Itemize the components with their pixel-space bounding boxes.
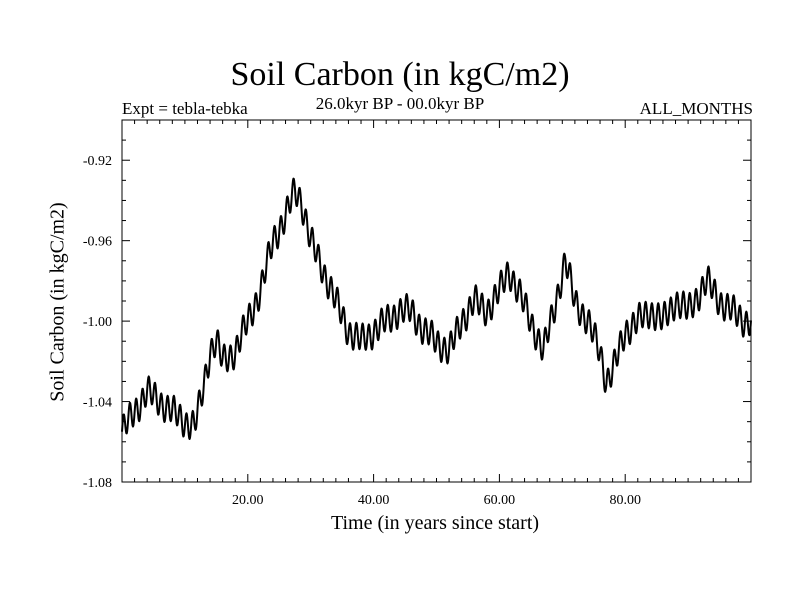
series-line — [121, 177, 752, 440]
y-tick-label: -1.00 — [83, 315, 112, 330]
y-tick-label: -0.96 — [83, 235, 112, 250]
months-label: ALL_MONTHS — [639, 99, 753, 118]
x-axis-label: Time (in years since start) — [330, 512, 540, 534]
x-tick-label: 60.00 — [484, 493, 516, 508]
time-range-label: 26.0kyr BP - 00.0kyr BP — [315, 94, 485, 113]
y-tick-label: -1.04 — [83, 396, 112, 411]
ticks-group — [121, 119, 752, 483]
y-tick-label: -0.92 — [83, 154, 112, 169]
x-tick-label: 20.00 — [232, 493, 264, 508]
tick-labels-group: 20.00 40.00 60.00 80.00 -1.08 -1.04 -1.00 -0.96… — [83, 154, 641, 508]
x-tick-label: 40.00 — [358, 493, 390, 508]
plot-frame — [121, 119, 752, 483]
y-tick-label: -1.08 — [83, 476, 112, 491]
x-tick-label: 80.00 — [609, 493, 641, 508]
chart-title: Soil Carbon (in kgC/m2) — [230, 56, 570, 93]
experiment-label: Expt = tebla-tebka — [122, 99, 248, 118]
